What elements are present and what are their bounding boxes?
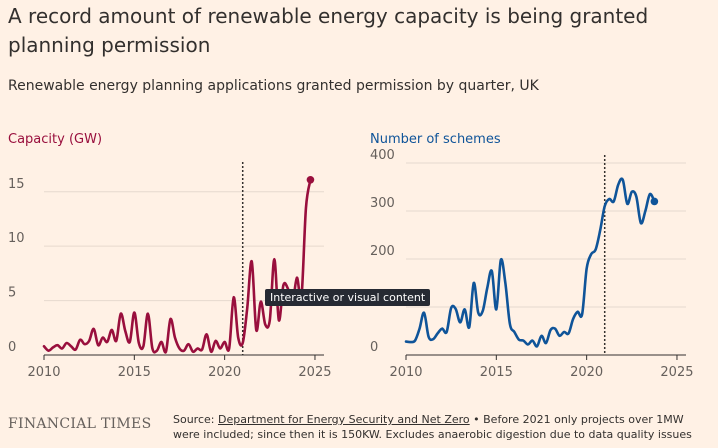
x-tick-label: 2020 xyxy=(570,365,603,380)
x-tick-label: 2025 xyxy=(660,365,693,380)
interactive-content-tooltip: Interactive or visual content xyxy=(265,289,431,306)
chart-title: A record amount of renewable energy capa… xyxy=(8,4,649,57)
y-tick-label: 0 xyxy=(8,340,16,355)
y-tick-label: 200 xyxy=(370,244,395,259)
y-tick-label: 400 xyxy=(370,148,395,163)
x-tick-label: 2015 xyxy=(480,365,513,380)
series-end-marker xyxy=(306,175,315,184)
source-note: Source: Department for Energy Security a… xyxy=(173,412,713,442)
series-line xyxy=(42,178,312,354)
schemes-axis-title: Number of schemes xyxy=(370,132,501,147)
y-tick-label: 5 xyxy=(8,286,16,301)
x-tick-label: 2010 xyxy=(389,365,422,380)
ft-logo: FINANCIAL TIMES xyxy=(8,416,152,432)
x-tick-label: 2025 xyxy=(298,365,331,380)
schemes-chart: 01002003004002010201520202025 xyxy=(370,148,694,380)
source-prefix: Source: xyxy=(173,413,218,426)
x-tick-label: 2015 xyxy=(118,365,151,380)
footnote-text: • Before 2021 only projects over 1MW wer… xyxy=(173,413,692,441)
y-tick-label: 10 xyxy=(8,231,25,246)
source-link[interactable]: Department for Energy Security and Net Z… xyxy=(217,413,470,426)
series-end-marker xyxy=(650,197,659,206)
capacity-chart: 0 5 10 15 2010 2015 2020 2025 xyxy=(8,162,332,380)
series-line xyxy=(404,177,656,348)
y-tick-label: 15 xyxy=(8,177,25,192)
chart-subtitle: Renewable energy planning applications g… xyxy=(8,78,539,94)
y-tick-label: 0 xyxy=(370,340,378,355)
y-tick-label: 300 xyxy=(370,196,395,211)
x-tick-label: 2020 xyxy=(208,365,241,380)
x-tick-label: 2010 xyxy=(27,365,60,380)
capacity-axis-title: Capacity (GW) xyxy=(8,132,103,147)
